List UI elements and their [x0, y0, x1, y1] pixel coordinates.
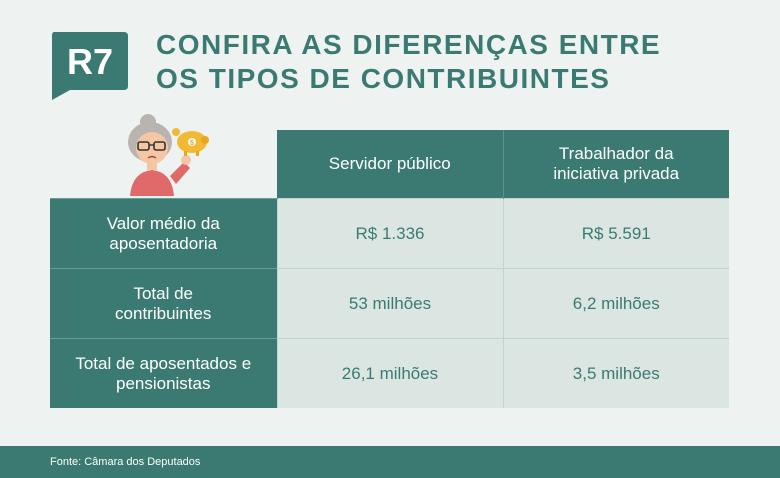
- column-header-trabalhador-text: Trabalhador da iniciativa privada: [553, 144, 680, 183]
- row-label-aposentados: Total de aposentados e pensionistas: [50, 338, 277, 408]
- cell-valor-servidor: R$ 1.336: [276, 198, 503, 269]
- row-label-text: Total de aposentados e pensionistas: [75, 353, 252, 393]
- logo-text: R7: [67, 41, 113, 82]
- table-row: Total de contribuintes 53 milhões 6,2 mi…: [50, 268, 729, 339]
- cell-aposentados-trabalhador: 3,5 milhões: [502, 338, 729, 408]
- row-label-valor-medio: Valor médio da aposentadoria: [50, 198, 277, 269]
- row-label-text: Total de contribuintes: [115, 283, 212, 323]
- column-header-trabalhador: Trabalhador da iniciativa privada: [503, 130, 729, 199]
- cell-valor-trabalhador: R$ 5.591: [502, 198, 729, 269]
- table-row: Valor médio da aposentadoria R$ 1.336 R$…: [50, 198, 729, 269]
- row-label-total-contribuintes: Total de contribuintes: [50, 268, 277, 339]
- table-row: Total de aposentados e pensionistas 26,1…: [50, 338, 729, 408]
- page-title: CONFIRA AS DIFERENÇAS ENTRE OS TIPOS DE …: [156, 28, 756, 96]
- cell-aposentados-servidor: 26,1 milhões: [276, 338, 503, 408]
- comparison-table: Servidor público Trabalhador da iniciati…: [50, 130, 729, 408]
- elderly-woman-with-piggy-bank-icon: $: [128, 114, 209, 196]
- row-label-text: Valor médio da aposentadoria: [106, 213, 220, 253]
- title-line-2: OS TIPOS DE CONTRIBUINTES: [156, 63, 611, 94]
- source-note: Fonte: Câmara dos Deputados: [50, 456, 201, 468]
- r7-logo: R7: [52, 32, 128, 100]
- svg-text:$: $: [190, 140, 194, 147]
- column-header-servidor: Servidor público: [277, 130, 504, 199]
- title-line-1: CONFIRA AS DIFERENÇAS ENTRE: [156, 29, 662, 60]
- cell-contribuintes-trabalhador: 6,2 milhões: [502, 268, 729, 339]
- footer-bar: Fonte: Câmara dos Deputados: [0, 446, 780, 478]
- table-header-row: Servidor público Trabalhador da iniciati…: [50, 130, 729, 199]
- header-corner: [50, 130, 277, 199]
- cell-contribuintes-servidor: 53 milhões: [276, 268, 503, 339]
